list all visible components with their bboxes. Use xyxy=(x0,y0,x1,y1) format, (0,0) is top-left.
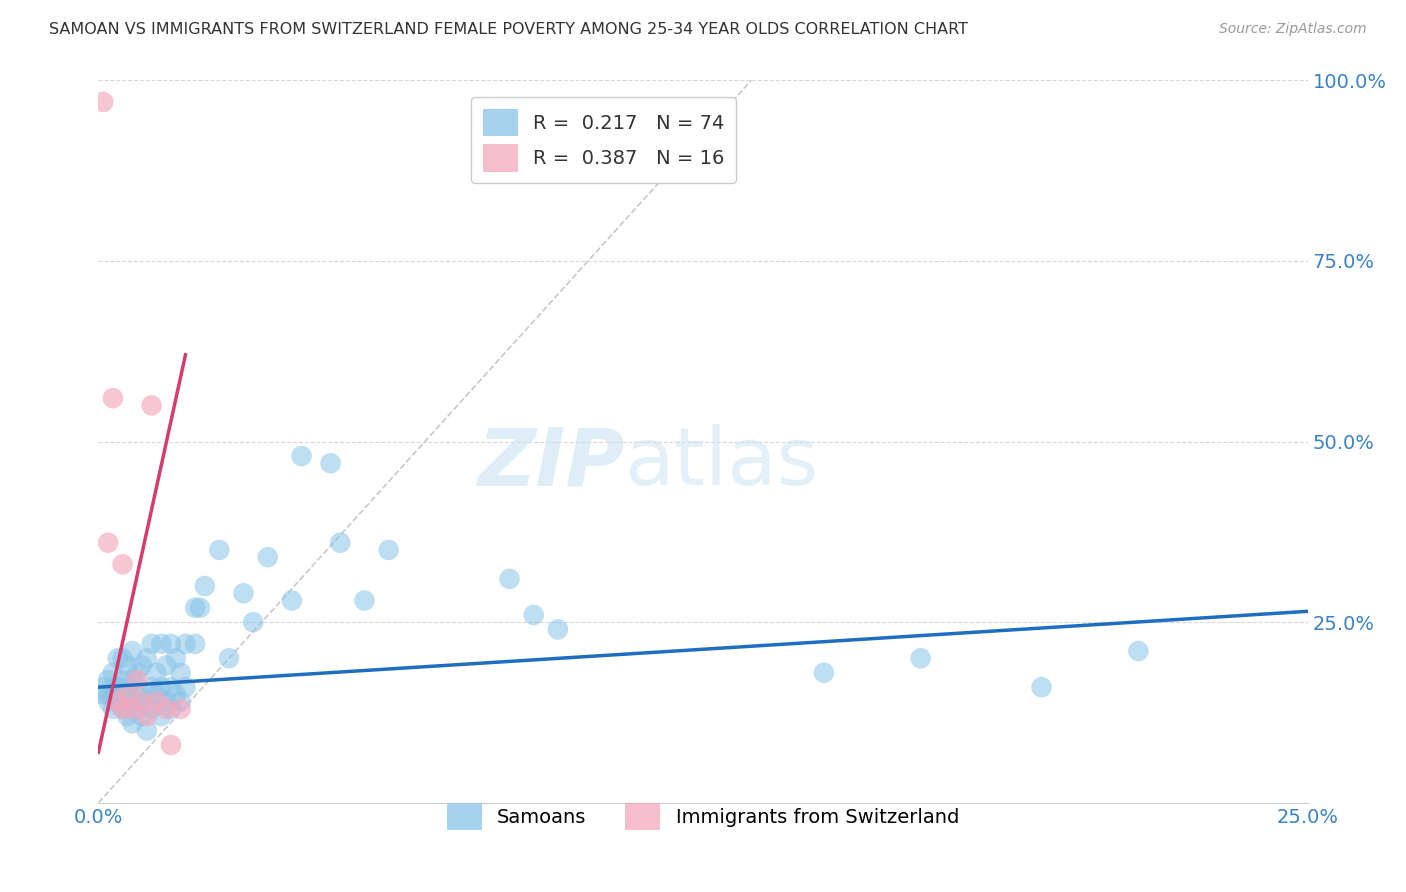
Point xyxy=(127,702,149,716)
Point xyxy=(117,695,139,709)
Point xyxy=(101,665,124,680)
Point xyxy=(135,723,157,738)
Point xyxy=(131,658,153,673)
Point xyxy=(121,673,143,687)
Point xyxy=(121,716,143,731)
Point xyxy=(111,558,134,572)
Point xyxy=(188,600,211,615)
Point xyxy=(145,695,167,709)
Point xyxy=(135,709,157,723)
Point xyxy=(111,702,134,716)
Point xyxy=(117,680,139,694)
Point xyxy=(117,709,139,723)
Legend: Samoans, Immigrants from Switzerland: Samoans, Immigrants from Switzerland xyxy=(437,793,969,840)
Point xyxy=(160,702,183,716)
Point xyxy=(127,673,149,687)
Point xyxy=(135,651,157,665)
Point xyxy=(111,673,134,687)
Point xyxy=(121,702,143,716)
Point xyxy=(91,95,114,109)
Point xyxy=(141,680,163,694)
Point xyxy=(107,695,129,709)
Point xyxy=(169,702,191,716)
Point xyxy=(174,680,197,694)
Point xyxy=(91,687,114,701)
Point xyxy=(1128,644,1150,658)
Point xyxy=(141,637,163,651)
Point xyxy=(131,709,153,723)
Point xyxy=(131,695,153,709)
Point xyxy=(117,687,139,701)
Point xyxy=(281,593,304,607)
Point xyxy=(155,702,177,716)
Point xyxy=(107,695,129,709)
Point xyxy=(101,680,124,694)
Point xyxy=(547,623,569,637)
Point xyxy=(150,680,173,694)
Point xyxy=(127,687,149,701)
Point xyxy=(232,586,254,600)
Point xyxy=(377,542,399,557)
Point xyxy=(111,651,134,665)
Point xyxy=(910,651,932,665)
Point xyxy=(184,637,207,651)
Point xyxy=(160,680,183,694)
Text: SAMOAN VS IMMIGRANTS FROM SWITZERLAND FEMALE POVERTY AMONG 25-34 YEAR OLDS CORRE: SAMOAN VS IMMIGRANTS FROM SWITZERLAND FE… xyxy=(49,22,969,37)
Point xyxy=(97,673,120,687)
Point xyxy=(174,637,197,651)
Point xyxy=(121,644,143,658)
Point xyxy=(135,695,157,709)
Point xyxy=(155,695,177,709)
Point xyxy=(290,449,312,463)
Point xyxy=(91,680,114,694)
Point xyxy=(256,550,278,565)
Point xyxy=(121,695,143,709)
Point xyxy=(141,702,163,716)
Text: ZIP: ZIP xyxy=(477,425,624,502)
Point xyxy=(155,658,177,673)
Point xyxy=(97,695,120,709)
Point xyxy=(101,391,124,405)
Point xyxy=(319,456,342,470)
Point xyxy=(165,651,187,665)
Point xyxy=(131,687,153,701)
Point xyxy=(242,615,264,630)
Point xyxy=(523,607,546,622)
Point xyxy=(160,637,183,651)
Text: Source: ZipAtlas.com: Source: ZipAtlas.com xyxy=(1219,22,1367,37)
Point xyxy=(117,658,139,673)
Point xyxy=(169,665,191,680)
Point xyxy=(498,572,520,586)
Point xyxy=(218,651,240,665)
Point xyxy=(184,600,207,615)
Point xyxy=(97,535,120,549)
Point xyxy=(150,637,173,651)
Point xyxy=(208,542,231,557)
Point xyxy=(194,579,217,593)
Point xyxy=(145,665,167,680)
Point xyxy=(813,665,835,680)
Point xyxy=(111,687,134,701)
Point xyxy=(101,687,124,701)
Point xyxy=(150,709,173,723)
Point xyxy=(107,651,129,665)
Point xyxy=(101,702,124,716)
Point xyxy=(127,665,149,680)
Point xyxy=(160,738,183,752)
Point xyxy=(97,687,120,701)
Point xyxy=(353,593,375,607)
Point xyxy=(111,702,134,716)
Point xyxy=(141,398,163,412)
Point xyxy=(1031,680,1053,694)
Point xyxy=(145,687,167,701)
Point xyxy=(165,687,187,701)
Point xyxy=(107,680,129,694)
Text: atlas: atlas xyxy=(624,425,818,502)
Point xyxy=(329,535,352,549)
Point xyxy=(169,695,191,709)
